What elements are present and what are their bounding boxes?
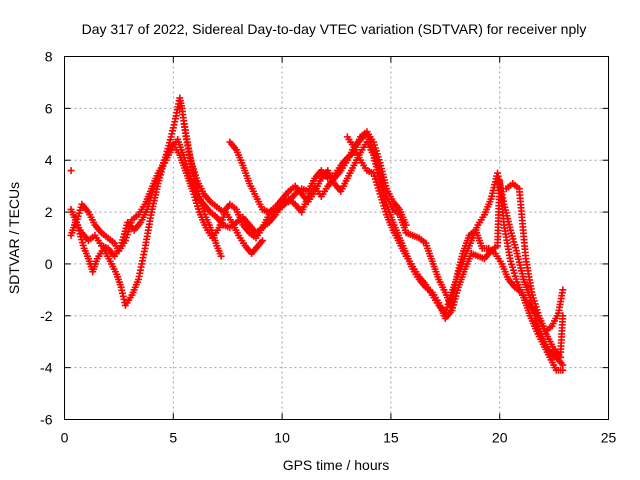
x-tick-labels: 0 5 10 15 20 25 (61, 430, 617, 446)
data-point (259, 237, 267, 245)
x-tick-label: 25 (601, 430, 617, 446)
plot-frame (64, 56, 609, 420)
y-tick-label: -2 (40, 308, 53, 324)
y-tick-label: -6 (40, 412, 53, 428)
data-point (559, 312, 567, 320)
data-point (559, 286, 567, 294)
data-point (217, 252, 225, 260)
data-point (67, 167, 75, 175)
y-tick-label: 2 (45, 204, 53, 220)
grid-lines (64, 56, 609, 420)
data-points (67, 94, 567, 374)
x-tick-label: 15 (383, 430, 399, 446)
data-point (402, 221, 410, 229)
x-tick-label: 5 (169, 430, 177, 446)
y-axis-label: SDTVAR / TECUs (6, 182, 22, 294)
x-tick-label: 20 (492, 430, 508, 446)
y-tick-label: 6 (45, 100, 53, 116)
axis-ticks (64, 56, 609, 420)
y-tick-label: 4 (45, 152, 53, 168)
data-point (559, 361, 567, 369)
y-tick-label: -4 (40, 360, 53, 376)
chart-title: Day 317 of 2022, Sidereal Day-to-day VTE… (82, 21, 587, 37)
y-tick-label: 8 (45, 49, 53, 65)
x-tick-label: 10 (274, 430, 290, 446)
y-tick-labels: -6 -4 -2 0 2 4 6 8 (40, 49, 53, 428)
y-tick-label: 0 (45, 256, 53, 272)
x-tick-label: 0 (61, 430, 69, 446)
x-axis-label: GPS time / hours (283, 457, 390, 473)
